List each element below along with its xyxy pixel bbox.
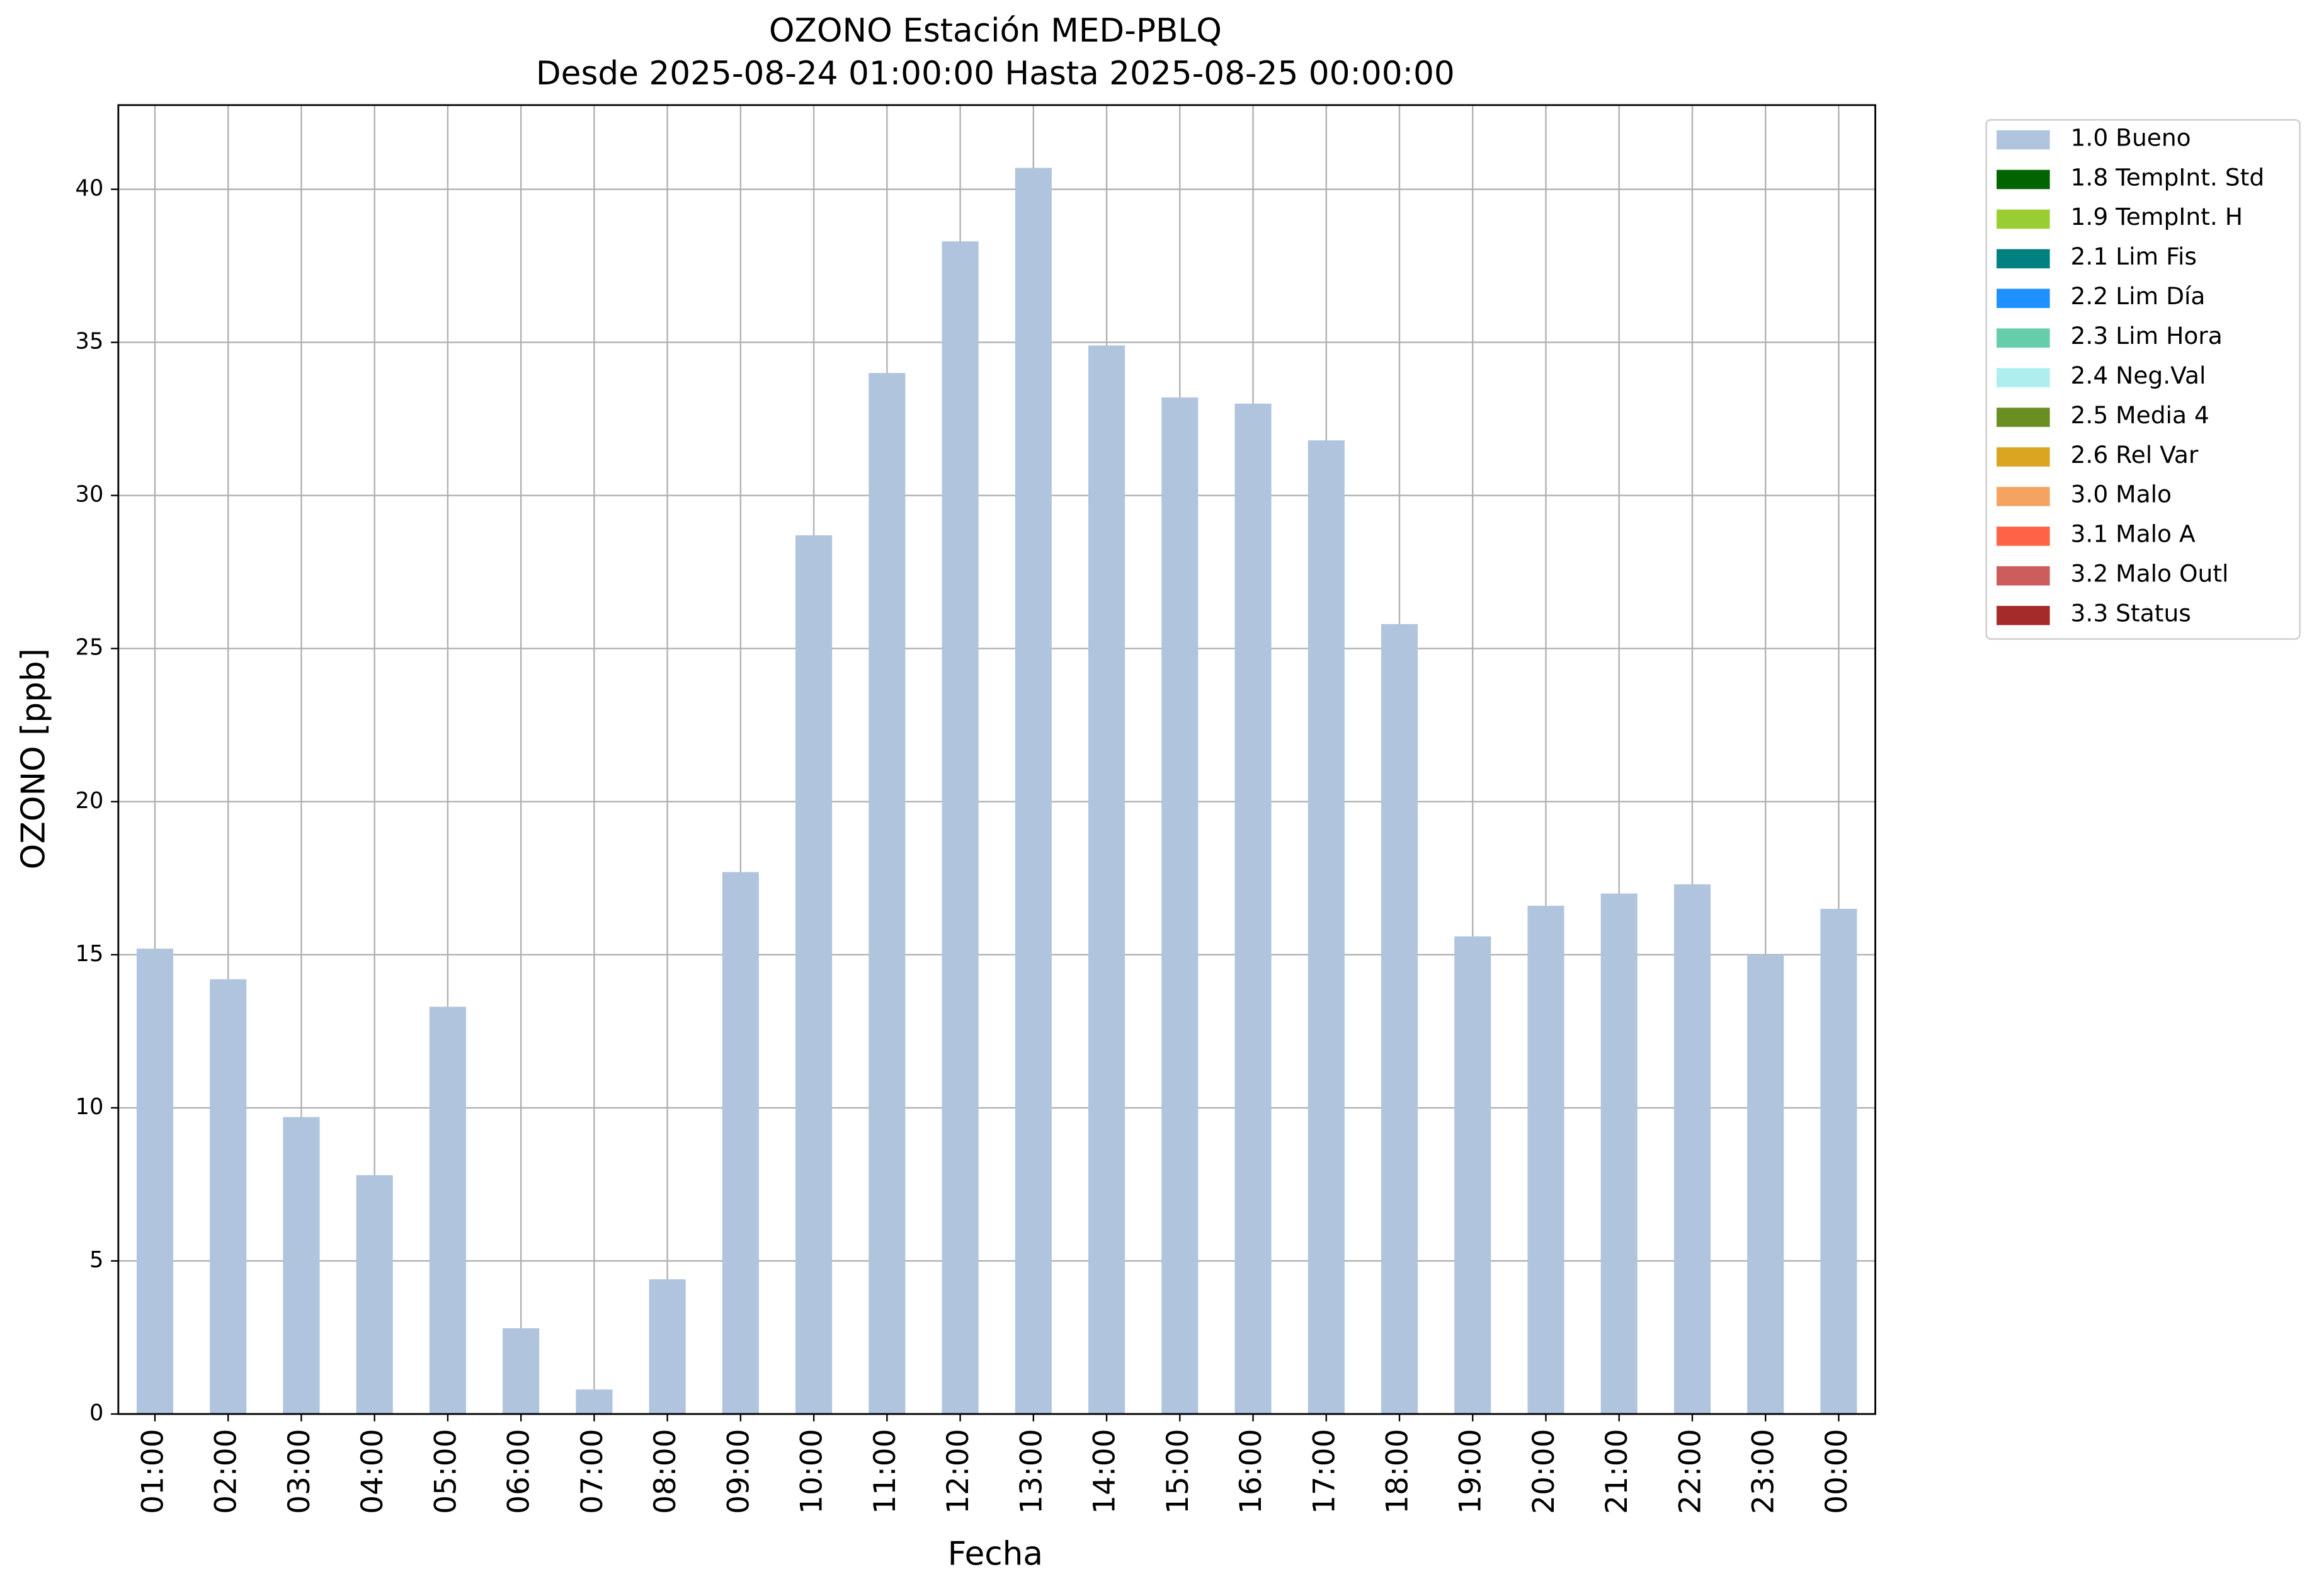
legend-swatch	[1997, 368, 2050, 387]
legend-swatch	[1997, 288, 2050, 309]
y-tick-label: 0	[89, 1400, 103, 1426]
bar	[1673, 884, 1711, 1415]
bar	[356, 1175, 393, 1415]
legend-label: 2.1 Lim Fis	[2071, 242, 2197, 270]
y-tick-label: 20	[76, 788, 104, 814]
legend-label: 3.3 Status	[2071, 600, 2191, 627]
bar	[942, 241, 979, 1415]
y-tick-label: 30	[76, 482, 104, 508]
x-tick-label: 11:00	[868, 1429, 903, 1514]
bar	[1527, 906, 1564, 1415]
plot-frame	[117, 104, 1876, 1415]
bar	[1820, 908, 1857, 1415]
chart-subtitle: Desde 2025-08-24 01:00:00 Hasta 2025-08-…	[536, 55, 1455, 93]
y-tick-label: 40	[76, 176, 104, 202]
y-tick-label: 35	[76, 329, 104, 355]
x-tick-label: 13:00	[1014, 1429, 1049, 1514]
x-tick-label: 19:00	[1454, 1429, 1488, 1514]
bar	[1747, 954, 1784, 1415]
legend-label: 2.3 Lim Hora	[2071, 322, 2223, 350]
y-axis-label: OZONO [ppb]	[14, 648, 52, 869]
x-tick-label: 04:00	[355, 1429, 390, 1514]
bar	[1234, 403, 1272, 1415]
x-tick-label: 18:00	[1380, 1429, 1415, 1514]
x-tick-label: 16:00	[1234, 1429, 1268, 1514]
legend-swatch	[1997, 447, 2050, 467]
x-tick-label: 05:00	[428, 1429, 463, 1514]
x-tick-label: 12:00	[941, 1429, 976, 1514]
legend-label: 1.9 TempInt. H	[2071, 203, 2243, 231]
bar	[429, 1006, 466, 1415]
x-tick-label: 15:00	[1161, 1429, 1195, 1514]
x-tick-label: 09:00	[721, 1429, 756, 1514]
x-tick-label: 14:00	[1088, 1429, 1122, 1514]
legend-label: 1.8 TempInt. Std	[2071, 163, 2265, 191]
x-tick-label: 03:00	[282, 1429, 317, 1514]
x-tick-label: 20:00	[1527, 1429, 1561, 1514]
x-tick-label: 00:00	[1820, 1429, 1854, 1514]
bar	[1600, 893, 1638, 1415]
legend-label: 2.4 Neg.Val	[2071, 362, 2206, 389]
x-tick-label: 10:00	[795, 1429, 829, 1514]
x-tick-label: 21:00	[1600, 1429, 1634, 1514]
x-tick-label: 17:00	[1307, 1429, 1342, 1514]
legend-swatch	[1997, 169, 2050, 190]
x-tick-label: 02:00	[209, 1429, 244, 1514]
bar	[576, 1389, 613, 1415]
legend-label: 2.5 Media 4	[2071, 401, 2209, 429]
legend-label: 1.0 Bueno	[2071, 123, 2191, 151]
legend-swatch	[1997, 527, 2050, 546]
bar	[136, 949, 174, 1415]
legend-swatch	[1997, 249, 2050, 269]
x-tick-label: 07:00	[575, 1429, 610, 1514]
bar	[283, 1117, 320, 1415]
legend-swatch	[1997, 130, 2050, 150]
x-tick-label: 06:00	[502, 1429, 537, 1514]
bar	[1015, 168, 1052, 1415]
legend-label: 3.1 Malo A	[2071, 520, 2196, 548]
legend-label: 3.0 Malo	[2071, 481, 2172, 508]
legend-frame	[1985, 119, 2301, 640]
bar	[649, 1279, 686, 1415]
ticks: 0 5 10 15 20 25 30 35 40 01:00 02:00 03:00 04:00 05:0…	[76, 176, 1854, 1514]
bar	[1454, 936, 1491, 1415]
legend-swatch	[1997, 487, 2050, 506]
bar	[869, 373, 906, 1415]
legend-swatch	[1997, 566, 2050, 586]
legend: 1.0 Bueno 1.8 TempInt. Std 1.9 TempInt. H 2…	[1997, 123, 2264, 627]
legend-swatch	[1997, 605, 2050, 625]
bar	[1381, 624, 1418, 1415]
y-tick-label: 25	[76, 635, 104, 661]
legend-label: 2.2 Lim Día	[2071, 282, 2206, 310]
x-tick-label: 23:00	[1746, 1429, 1781, 1514]
legend-label: 3.2 Malo Outl	[2071, 560, 2229, 588]
y-tick-label: 15	[76, 941, 104, 967]
legend-swatch	[1997, 209, 2050, 229]
bars	[136, 168, 1857, 1415]
x-tick-label: 22:00	[1673, 1429, 1707, 1514]
x-tick-label: 08:00	[648, 1429, 683, 1514]
bar	[722, 872, 759, 1415]
legend-label: 2.6 Rel Var	[2071, 441, 2199, 469]
bar	[503, 1328, 540, 1415]
bar	[210, 979, 247, 1415]
chart-title: OZONO Estación MED-PBLQ	[769, 12, 1222, 50]
bar	[1308, 440, 1345, 1415]
bar	[1088, 345, 1125, 1415]
x-axis-label: Fecha	[948, 1535, 1043, 1573]
legend-swatch	[1997, 408, 2050, 427]
legend-swatch	[1997, 328, 2050, 348]
x-tick-label: 01:00	[135, 1429, 170, 1514]
bar	[795, 535, 833, 1415]
y-tick-label: 10	[76, 1094, 104, 1120]
bar	[1161, 397, 1199, 1415]
y-tick-label: 5	[89, 1247, 103, 1273]
